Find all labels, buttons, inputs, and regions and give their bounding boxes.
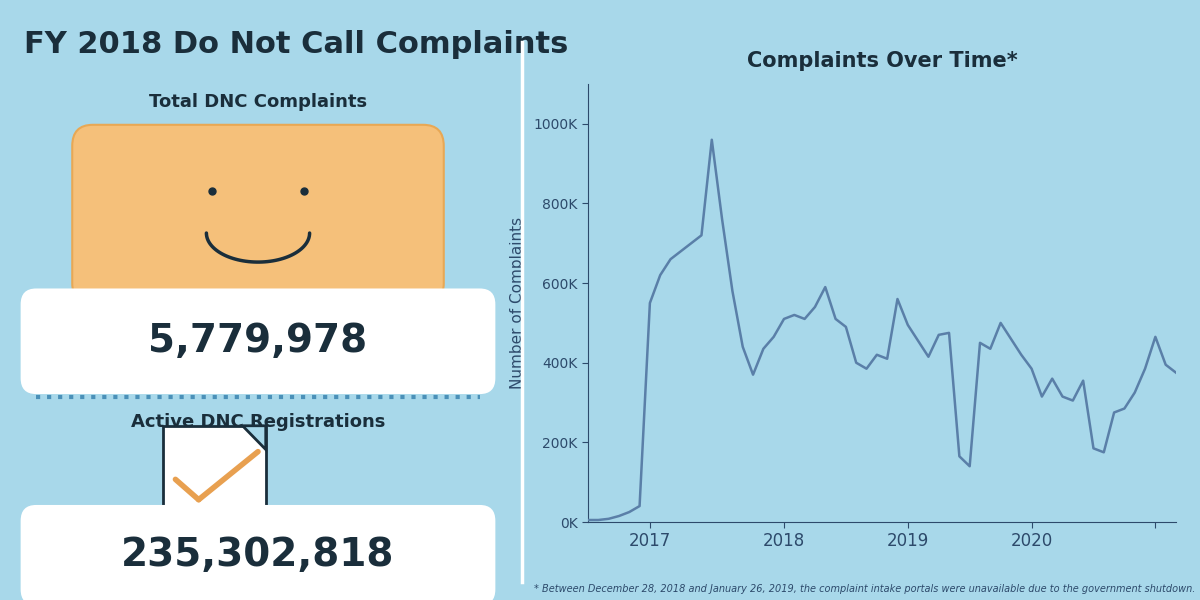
Polygon shape (242, 426, 265, 449)
FancyBboxPatch shape (20, 289, 496, 394)
Text: Total DNC Complaints: Total DNC Complaints (149, 93, 367, 111)
Y-axis label: Number of Complaints: Number of Complaints (510, 217, 526, 389)
Polygon shape (170, 283, 206, 336)
Title: Complaints Over Time*: Complaints Over Time* (746, 52, 1018, 71)
FancyBboxPatch shape (162, 426, 265, 518)
Text: 5,779,978: 5,779,978 (149, 322, 367, 360)
Text: Active DNC Registrations: Active DNC Registrations (131, 413, 385, 431)
FancyBboxPatch shape (20, 505, 496, 600)
FancyBboxPatch shape (72, 125, 444, 304)
Text: 235,302,818: 235,302,818 (121, 536, 395, 574)
Polygon shape (170, 275, 206, 281)
Text: * Between December 28, 2018 and January 26, 2019, the complaint intake portals w: * Between December 28, 2018 and January … (534, 584, 1195, 594)
Text: FY 2018 Do Not Call Complaints: FY 2018 Do Not Call Complaints (24, 30, 569, 59)
